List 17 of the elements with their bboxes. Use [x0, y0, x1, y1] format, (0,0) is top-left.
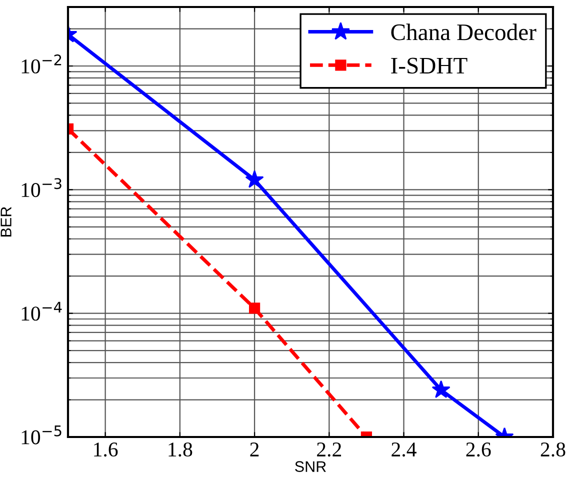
x-axis-title: SNR [295, 461, 326, 472]
x-tick-label: 2.6 [466, 442, 491, 457]
y-tick-label: 10$^{−4}$ [22, 302, 62, 321]
y-axis-title: BER [0, 207, 12, 236]
point [245, 170, 264, 188]
legend-label: Chana Decoder [391, 24, 536, 40]
y-tick-label: 10$^{−3}$ [22, 178, 62, 198]
legend-label: I-SDHT [391, 58, 468, 74]
point [432, 380, 450, 398]
x-tick-label: 2.2 [317, 442, 342, 457]
x-tick-label: 1.8 [168, 442, 192, 457]
y-tick-label: 10$^{−2}$ [22, 54, 62, 74]
y-tick-label: 10$^{−5}$ [22, 426, 62, 444]
x-tick-label: 2.4 [392, 442, 416, 457]
x-tick-label: 2 [250, 442, 259, 456]
x-tick-label: 1.6 [94, 442, 118, 457]
x-tick-label: 2.8 [540, 442, 566, 457]
